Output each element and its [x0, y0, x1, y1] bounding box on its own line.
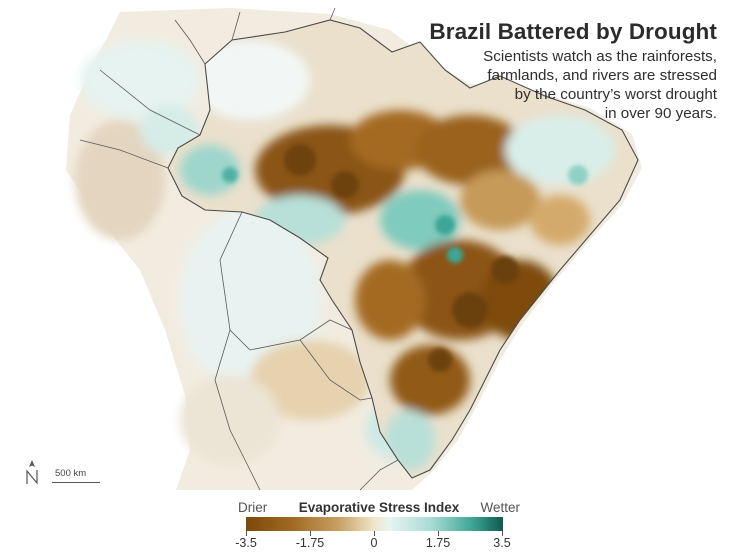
- other-borders: [79, 7, 399, 491]
- legend-wetter-label: Wetter: [480, 500, 520, 515]
- map-area[interactable]: Brazil Battered by Drought Scientists wa…: [0, 0, 753, 495]
- legend-tick-label: -3.5: [235, 536, 257, 550]
- north-arrow-icon: [26, 460, 38, 485]
- color-legend: Evaporative Stress Index Drier Wetter -3…: [235, 500, 520, 554]
- title-block: Brazil Battered by Drought Scientists wa…: [429, 19, 717, 123]
- subtitle-line: in over 90 years.: [604, 105, 717, 122]
- brazil-border: [167, 19, 639, 479]
- legend-tick-label: 3.5: [493, 536, 511, 550]
- page-subtitle: Scientists watch as the rainforests, far…: [429, 47, 717, 123]
- legend-tick-label: -1.75: [295, 536, 325, 550]
- drought-map[interactable]: [0, 0, 753, 495]
- subtitle-line: by the country’s worst drought: [514, 86, 717, 103]
- legend-tick: [246, 531, 247, 536]
- subtitle-line: Scientists watch as the rainforests,: [483, 48, 717, 65]
- subtitle-line: farmlands, and rivers are stressed: [487, 67, 717, 84]
- scale-line: [52, 482, 100, 483]
- legend-tick: [374, 531, 375, 536]
- legend-tick-label: 0: [370, 536, 378, 550]
- legend-tick: [438, 531, 439, 536]
- legend-tick: [502, 531, 503, 536]
- page-title: Brazil Battered by Drought: [429, 19, 717, 44]
- scale-label: 500 km: [55, 468, 87, 479]
- legend-tick-label: 1.75: [425, 536, 451, 550]
- legend-drier-label: Drier: [238, 500, 268, 515]
- legend-color-bar: [246, 517, 503, 531]
- legend-tick: [310, 531, 311, 536]
- legend-title: Evaporative Stress Index: [298, 500, 460, 515]
